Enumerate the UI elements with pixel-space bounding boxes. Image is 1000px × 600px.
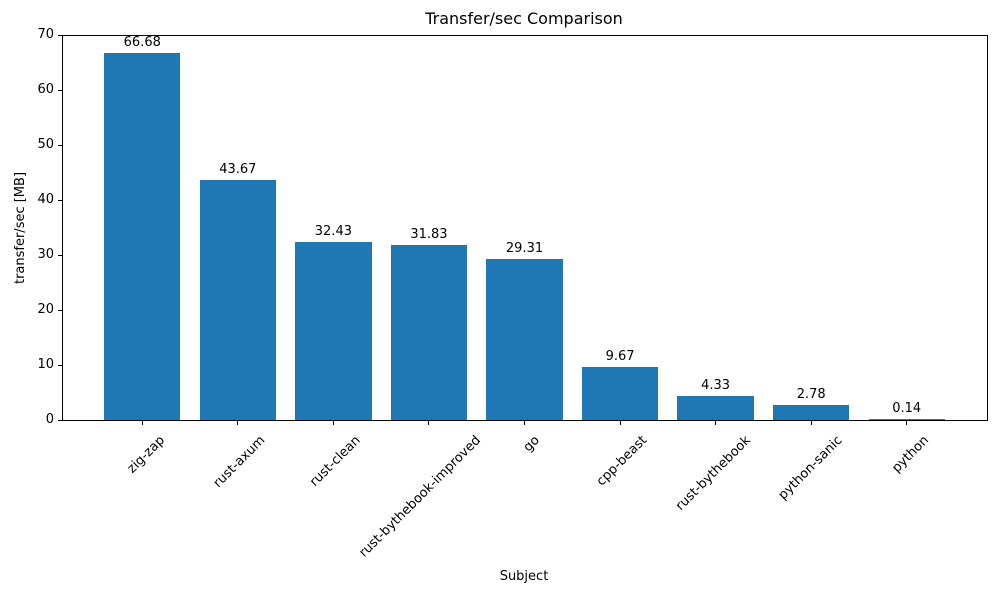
bar [295, 241, 372, 420]
bar-value-label: 2.78 [796, 386, 826, 402]
y-axis-label: transfer/sec [MB] [13, 171, 29, 285]
bar [199, 179, 277, 420]
x-tick-mark [237, 421, 239, 425]
y-tick-mark [58, 419, 62, 421]
bar [677, 396, 754, 420]
bar [486, 258, 563, 420]
x-tick-mark [619, 421, 621, 425]
y-tick-mark [58, 34, 62, 36]
y-tick-label: 40 [37, 192, 54, 207]
y-tick-label: 70 [37, 27, 54, 42]
x-axis-label: Subject [499, 569, 549, 584]
bar-value-label: 29.31 [505, 240, 544, 256]
y-tick-label: 60 [37, 82, 54, 97]
x-tick-label: go [520, 433, 543, 456]
y-tick-mark [58, 364, 62, 366]
x-tick-label: zig-zap [124, 433, 168, 477]
x-tick-label: cpp-beast [593, 433, 651, 490]
y-tick-label: 20 [37, 302, 54, 317]
bar [772, 404, 850, 420]
y-tick-mark [58, 309, 62, 311]
x-tick-mark [332, 421, 334, 425]
y-tick-mark [58, 89, 62, 91]
bar-value-label: 4.33 [701, 378, 731, 394]
bar-value-label: 9.67 [605, 348, 635, 364]
bar-value-label: 31.83 [410, 226, 448, 242]
bar [390, 244, 468, 420]
x-tick-label: python-sanic [775, 433, 846, 503]
x-tick-label: python [889, 433, 933, 476]
x-tick-mark [906, 421, 908, 425]
x-tick-label: rust-bythebook [673, 433, 755, 514]
y-tick-label: 50 [37, 137, 54, 152]
y-tick-mark [58, 254, 62, 256]
x-tick-mark [141, 421, 143, 425]
bar [581, 366, 659, 420]
x-tick-label: rust-axum [210, 433, 268, 491]
bar-value-label: 32.43 [314, 223, 352, 239]
bar-value-label: 43.67 [219, 161, 257, 177]
y-tick-mark [58, 144, 62, 146]
x-tick-mark [715, 421, 717, 425]
x-tick-label: rust-clean [306, 433, 364, 490]
y-tick-label: 0 [45, 412, 54, 427]
x-tick-label: rust-bythebook-improved [356, 433, 485, 561]
x-tick-mark [524, 421, 525, 425]
bar-value-label: 0.14 [892, 401, 922, 416]
y-tick-label: 10 [37, 357, 54, 372]
y-tick-label: 30 [37, 247, 54, 262]
chart-title: Transfer/sec Comparison [425, 9, 623, 28]
bar [104, 53, 181, 420]
y-tick-mark [58, 199, 62, 201]
x-tick-mark [810, 421, 812, 425]
bar-value-label: 66.68 [123, 35, 161, 51]
bar [868, 419, 945, 420]
x-tick-mark [428, 421, 430, 425]
